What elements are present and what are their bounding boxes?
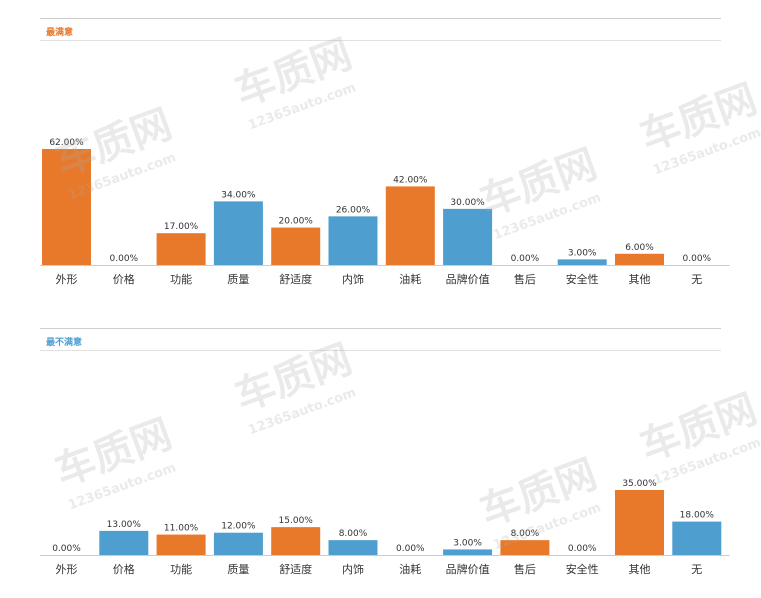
bar-4 bbox=[271, 527, 321, 555]
category-label-8: 售后 bbox=[514, 272, 536, 286]
bar-3 bbox=[213, 532, 263, 555]
value-label-0: 0.00% bbox=[52, 544, 81, 554]
bar-6 bbox=[385, 186, 435, 265]
category-label-0: 外形 bbox=[56, 563, 78, 576]
value-label-8: 8.00% bbox=[511, 529, 540, 539]
title-divider bbox=[40, 40, 721, 41]
value-label-3: 12.00% bbox=[221, 522, 256, 532]
category-label-3: 质量 bbox=[227, 563, 249, 576]
value-label-5: 8.00% bbox=[339, 529, 368, 539]
category-label-8: 售后 bbox=[514, 562, 536, 576]
value-label-10: 6.00% bbox=[625, 243, 654, 253]
category-label-5: 内饰 bbox=[342, 562, 364, 576]
value-label-8: 0.00% bbox=[511, 254, 540, 264]
category-label-2: 功能 bbox=[170, 562, 192, 576]
bar-2 bbox=[156, 233, 206, 265]
category-label-9: 安全性 bbox=[566, 272, 599, 286]
value-label-4: 15.00% bbox=[279, 516, 314, 526]
value-label-1: 0.00% bbox=[110, 254, 139, 264]
category-label-0: 外形 bbox=[56, 273, 78, 286]
bar-0 bbox=[42, 149, 91, 265]
panel-top-border bbox=[40, 328, 721, 329]
most-satisfied-title: 最满意 bbox=[46, 28, 74, 38]
bar-1 bbox=[99, 530, 149, 555]
value-label-6: 0.00% bbox=[396, 544, 425, 554]
least-satisfied-panel: 最不满意 0.00% 外形 13.00% 价格 11.00% 功能 12.00% 质量 15.0… bbox=[0, 318, 761, 598]
category-label-5: 内饰 bbox=[342, 272, 364, 286]
category-label-6: 油耗 bbox=[399, 562, 421, 576]
category-label-1: 价格 bbox=[113, 562, 135, 576]
bar-3 bbox=[213, 201, 263, 265]
category-label-11: 无 bbox=[691, 563, 702, 576]
value-label-11: 18.00% bbox=[680, 511, 715, 521]
bar-5 bbox=[328, 540, 378, 555]
bar-10 bbox=[615, 490, 664, 555]
category-label-3: 质量 bbox=[227, 273, 249, 286]
category-label-10: 其他 bbox=[629, 563, 651, 576]
most-satisfied-chart: 62.00% 外形 0.00% 价格 17.00% 功能 34.00% 质量 20.00% 舒适度… bbox=[40, 138, 730, 286]
category-label-10: 其他 bbox=[629, 273, 651, 286]
category-label-7: 品牌价值 bbox=[446, 272, 490, 286]
category-label-2: 功能 bbox=[170, 272, 192, 286]
value-label-1: 13.00% bbox=[107, 520, 142, 530]
title-divider bbox=[40, 350, 721, 351]
value-label-9: 3.00% bbox=[568, 248, 597, 258]
category-label-1: 价格 bbox=[113, 272, 135, 286]
category-label-4: 舒适度 bbox=[279, 272, 312, 286]
bar-8 bbox=[500, 540, 550, 555]
bar-10 bbox=[615, 253, 664, 265]
value-label-0: 62.00% bbox=[49, 138, 84, 148]
bar-11 bbox=[672, 521, 722, 555]
value-label-2: 11.00% bbox=[164, 524, 199, 534]
category-label-6: 油耗 bbox=[399, 272, 421, 286]
value-label-2: 17.00% bbox=[164, 222, 199, 232]
bar-2 bbox=[156, 534, 206, 555]
value-label-6: 42.00% bbox=[393, 175, 428, 185]
bar-4 bbox=[271, 227, 321, 265]
category-label-7: 品牌价值 bbox=[446, 562, 490, 576]
value-label-4: 20.00% bbox=[279, 217, 314, 227]
bar-7 bbox=[443, 549, 493, 555]
value-label-7: 30.00% bbox=[450, 198, 485, 208]
value-label-5: 26.00% bbox=[336, 205, 371, 215]
value-label-9: 0.00% bbox=[568, 544, 597, 554]
most-satisfied-panel: 最满意 62.00% 外形 0.00% 价格 17.00% 功能 34.00% 质量 20.00… bbox=[40, 18, 730, 286]
value-label-3: 34.00% bbox=[221, 190, 256, 200]
value-label-11: 0.00% bbox=[683, 254, 712, 264]
value-label-10: 35.00% bbox=[622, 479, 657, 489]
least-satisfied-chart: 0.00% 外形 13.00% 价格 11.00% 功能 12.00% 质量 15.00% 舒适度… bbox=[40, 479, 730, 576]
category-label-11: 无 bbox=[691, 273, 702, 286]
panel-top-border bbox=[40, 18, 721, 19]
category-label-9: 安全性 bbox=[566, 562, 599, 576]
least-satisfied-title: 最不满意 bbox=[46, 338, 83, 348]
bar-7 bbox=[443, 208, 493, 265]
bar-5 bbox=[328, 216, 378, 265]
category-label-4: 舒适度 bbox=[279, 562, 312, 576]
value-label-7: 3.00% bbox=[453, 538, 482, 548]
bar-9 bbox=[557, 259, 607, 265]
